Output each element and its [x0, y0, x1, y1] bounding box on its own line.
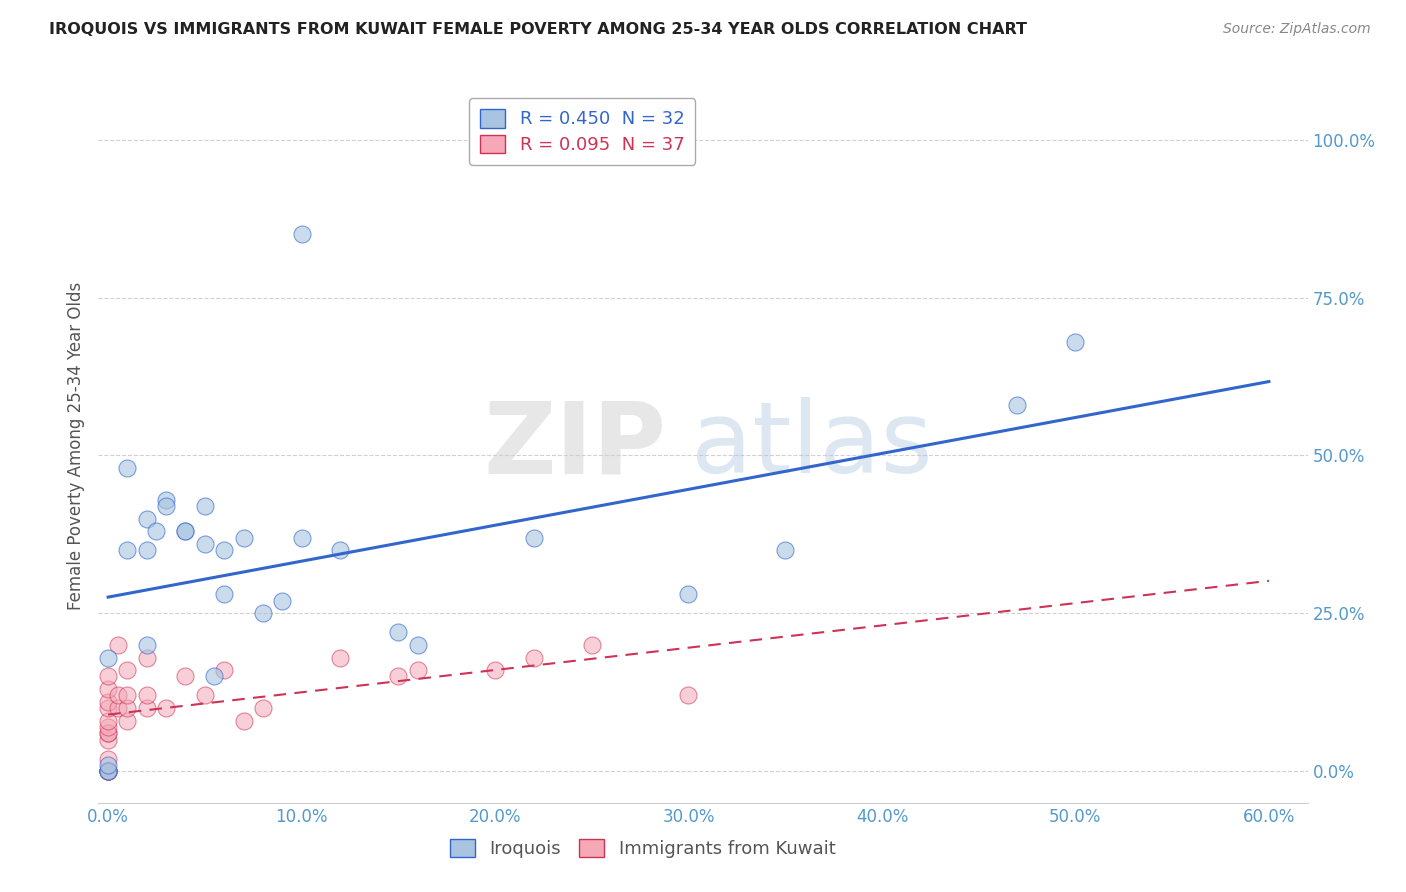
Point [97, 764, 120, 779]
Point [97, 726, 120, 740]
Point [107, 689, 129, 703]
Point [117, 714, 139, 728]
Point [252, 607, 274, 621]
Point [174, 524, 197, 539]
Point [212, 543, 235, 558]
Point [145, 524, 167, 539]
Point [194, 689, 217, 703]
Point [97, 758, 120, 772]
Text: atlas: atlas [690, 398, 932, 494]
Text: ZIP: ZIP [484, 398, 666, 494]
Point [678, 689, 700, 703]
Point [155, 492, 177, 507]
Y-axis label: Female Poverty Among 25-34 Year Olds: Female Poverty Among 25-34 Year Olds [66, 282, 84, 610]
Point [135, 689, 157, 703]
Point [212, 587, 235, 601]
Point [484, 663, 506, 677]
Point [773, 543, 796, 558]
Point [97, 695, 120, 709]
Point [252, 701, 274, 715]
Point [97, 764, 120, 779]
Point [97, 764, 120, 779]
Point [232, 531, 254, 545]
Point [97, 764, 120, 779]
Point [329, 543, 352, 558]
Point [97, 701, 120, 715]
Point [97, 732, 120, 747]
Point [523, 650, 546, 665]
Text: IROQUOIS VS IMMIGRANTS FROM KUWAIT FEMALE POVERTY AMONG 25-34 YEAR OLDS CORRELAT: IROQUOIS VS IMMIGRANTS FROM KUWAIT FEMAL… [49, 22, 1028, 37]
Text: Source: ZipAtlas.com: Source: ZipAtlas.com [1223, 22, 1371, 37]
Point [406, 663, 429, 677]
Point [174, 669, 197, 683]
Point [204, 669, 226, 683]
Point [107, 638, 129, 652]
Point [97, 751, 120, 765]
Point [117, 689, 139, 703]
Point [406, 638, 429, 652]
Point [97, 682, 120, 697]
Point [194, 499, 217, 513]
Point [107, 701, 129, 715]
Point [387, 625, 409, 640]
Point [523, 531, 546, 545]
Point [135, 638, 157, 652]
Point [212, 663, 235, 677]
Point [117, 461, 139, 475]
Point [155, 701, 177, 715]
Point [155, 499, 177, 513]
Point [97, 764, 120, 779]
Point [135, 543, 157, 558]
Point [97, 764, 120, 779]
Point [678, 587, 700, 601]
Point [1064, 334, 1087, 349]
Point [135, 511, 157, 525]
Point [97, 720, 120, 734]
Point [135, 701, 157, 715]
Point [581, 638, 603, 652]
Point [135, 650, 157, 665]
Point [174, 524, 197, 539]
Point [117, 543, 139, 558]
Point [97, 650, 120, 665]
Point [97, 714, 120, 728]
Point [1007, 398, 1029, 412]
Point [290, 227, 312, 242]
Point [97, 726, 120, 740]
Point [117, 663, 139, 677]
Point [329, 650, 352, 665]
Point [97, 669, 120, 683]
Point [232, 714, 254, 728]
Point [271, 593, 294, 607]
Point [117, 701, 139, 715]
Point [194, 537, 217, 551]
Legend: Iroquois, Immigrants from Kuwait: Iroquois, Immigrants from Kuwait [443, 831, 842, 865]
Point [387, 669, 409, 683]
Point [290, 531, 312, 545]
